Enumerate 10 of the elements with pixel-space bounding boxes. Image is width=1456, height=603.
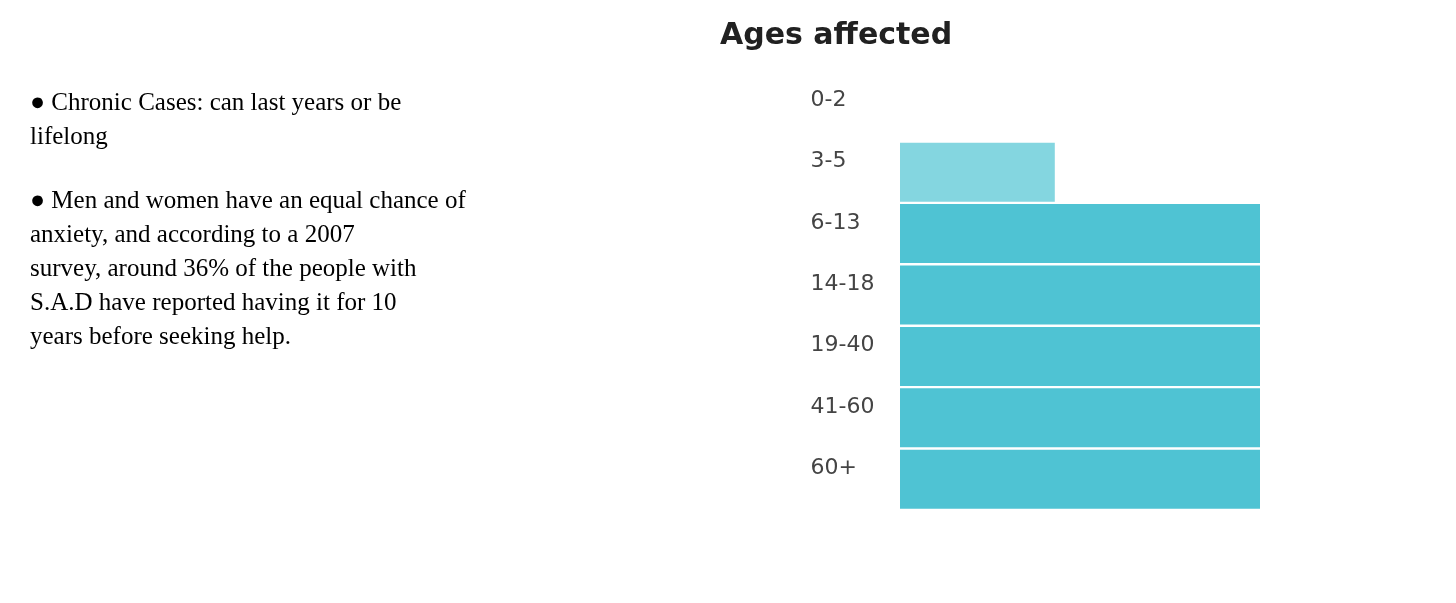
y-tick-label: 3-5 — [810, 147, 847, 173]
chart-title: Ages affected — [720, 16, 953, 51]
y-tick-label: 41-60 — [810, 392, 875, 418]
y-tick-label: 19-40 — [810, 331, 875, 357]
text: ● Men and women have an equal chance of anxiety, and according to a 2007 survey, around 36% of the people with S.A.D have reported having it for 10 years before seeking help. — [30, 186, 467, 349]
y-tick-label: 6-13 — [810, 208, 861, 234]
y-tick-label: 14-18 — [810, 270, 875, 295]
y-tick-label: 0-2 — [810, 85, 847, 111]
text: ● Chronic Cases: can last years or be lifelong — [30, 88, 402, 149]
y-tick-label: 60+ — [810, 454, 857, 480]
